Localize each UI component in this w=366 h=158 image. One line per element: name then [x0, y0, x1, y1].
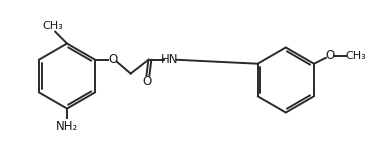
Text: NH₂: NH₂	[56, 120, 78, 133]
Text: HN: HN	[161, 53, 179, 66]
Text: O: O	[108, 53, 117, 66]
Text: O: O	[325, 49, 335, 62]
Text: CH₃: CH₃	[345, 51, 366, 61]
Text: CH₃: CH₃	[43, 21, 64, 31]
Text: O: O	[143, 75, 152, 88]
